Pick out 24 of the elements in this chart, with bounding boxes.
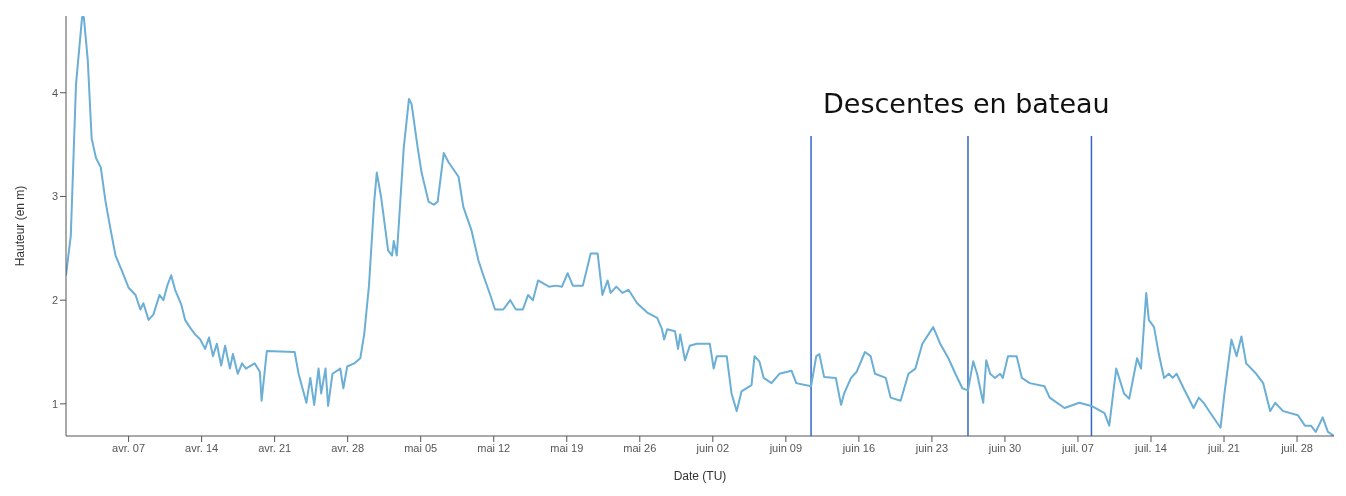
x-tick-label: juin 30 xyxy=(987,441,1022,454)
x-tick-label: avr. 07 xyxy=(112,441,146,454)
y-axis-title: Hauteur (en m) xyxy=(13,185,28,267)
x-tick-label: avr. 28 xyxy=(331,441,365,454)
x-tick-label: juil. 07 xyxy=(1061,441,1094,454)
x-tick-label: mai 12 xyxy=(477,441,511,454)
x-tick-label: juil. 21 xyxy=(1207,441,1240,454)
x-tick-label: juin 02 xyxy=(695,441,730,454)
x-tick-label: juin 23 xyxy=(914,441,949,454)
x-tick-label: juil. 14 xyxy=(1134,441,1167,454)
annotation: Descentes en bateau xyxy=(823,88,1110,119)
y-tick-label: 4 xyxy=(51,86,58,99)
x-tick-label: juin 09 xyxy=(768,441,803,454)
x-tick-label: juil. 28 xyxy=(1280,441,1313,454)
x-tick-label: juin 16 xyxy=(841,441,876,454)
x-tick-label: avr. 21 xyxy=(258,441,292,454)
y-tick-label: 2 xyxy=(51,294,58,307)
y-tick-label: 3 xyxy=(51,190,58,203)
x-tick-label: mai 26 xyxy=(623,441,657,454)
x-tick-label: avr. 14 xyxy=(185,441,219,454)
y-tick-label: 1 xyxy=(51,397,58,410)
x-tick-label: mai 05 xyxy=(404,441,438,454)
x-axis-title: Date (TU) xyxy=(673,469,727,483)
x-tick-label: mai 19 xyxy=(550,441,584,454)
